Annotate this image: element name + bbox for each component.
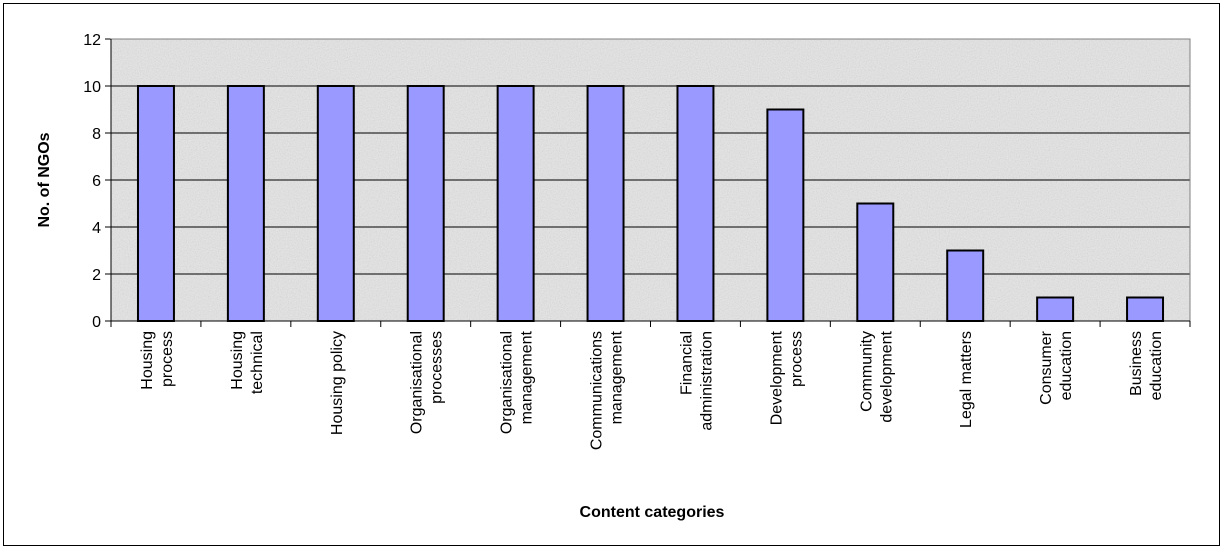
y-tick-label: 12 xyxy=(83,32,101,49)
x-category-label: Communications management xyxy=(589,330,626,450)
x-category-label-line: technical xyxy=(249,331,266,394)
bar xyxy=(1126,296,1165,322)
x-category-label-line: Housing xyxy=(139,331,156,390)
x-category-label-line: management xyxy=(519,330,536,424)
x-category-label-line: processes xyxy=(429,331,446,404)
x-category-label: Organisational management xyxy=(499,330,536,434)
x-category-label-line: education xyxy=(1148,331,1165,400)
bars xyxy=(136,85,1165,322)
y-tick-label: 0 xyxy=(92,314,101,331)
y-tick-label: 2 xyxy=(92,267,101,284)
bar xyxy=(1036,296,1075,322)
x-category-label: Legal matters xyxy=(958,331,975,428)
y-tick-label: 4 xyxy=(92,220,101,237)
x-category-label-line: Consumer xyxy=(1038,330,1055,404)
x-category-label-line: administration xyxy=(698,331,715,431)
bar xyxy=(676,85,715,322)
bar xyxy=(946,249,985,322)
x-category-label-line: Organisational xyxy=(499,331,516,434)
x-category-labels: Housing process Housing technical Housing po… xyxy=(139,330,1165,450)
x-category-label-line: process xyxy=(788,331,805,387)
x-category-label: Consumer education xyxy=(1038,330,1075,404)
x-category-label-line: education xyxy=(1058,331,1075,400)
x-category-label-line: Legal matters xyxy=(958,331,975,428)
x-category-label-line: Financial xyxy=(678,331,695,395)
y-tick-label: 8 xyxy=(92,126,101,143)
x-category-label-line: management xyxy=(609,330,626,424)
chart-frame: 0 2 4 6 8 10 12 Housing process Housing technical… xyxy=(3,3,1220,546)
bar xyxy=(586,85,625,322)
x-category-label: Housing policy xyxy=(329,331,346,435)
x-category-label-line: process xyxy=(159,331,176,387)
bar xyxy=(316,85,355,322)
x-category-label: Organisational processes xyxy=(409,331,446,434)
x-axis-title: Content categories xyxy=(580,504,725,521)
bar xyxy=(856,202,895,322)
axes xyxy=(105,38,1191,327)
y-tick-label: 10 xyxy=(83,79,101,96)
x-category-label: Housing technical xyxy=(229,331,266,394)
x-category-label-line: Community xyxy=(858,331,875,412)
y-tick-labels: 0 2 4 6 8 10 12 xyxy=(83,32,101,331)
x-category-label: Community development xyxy=(858,330,895,422)
bar xyxy=(496,85,535,322)
x-category-label-line: Housing policy xyxy=(329,331,346,435)
x-category-label: Business education xyxy=(1128,331,1165,400)
x-category-label-line: development xyxy=(878,330,895,422)
x-category-label: Development process xyxy=(768,330,805,425)
x-category-label-line: Communications xyxy=(589,331,606,450)
bar xyxy=(406,85,445,322)
x-category-label-line: Housing xyxy=(229,331,246,390)
x-category-label: Financial administration xyxy=(678,331,715,431)
bar xyxy=(766,108,805,322)
x-category-label: Housing process xyxy=(139,331,176,390)
bar xyxy=(136,85,175,322)
y-tick-label: 6 xyxy=(92,173,101,190)
bar xyxy=(226,85,265,322)
x-category-label-line: Business xyxy=(1128,331,1145,396)
y-axis-title: No. of NGOs xyxy=(36,132,53,227)
x-category-label-line: Organisational xyxy=(409,331,426,434)
x-category-label-line: Development xyxy=(768,330,785,425)
